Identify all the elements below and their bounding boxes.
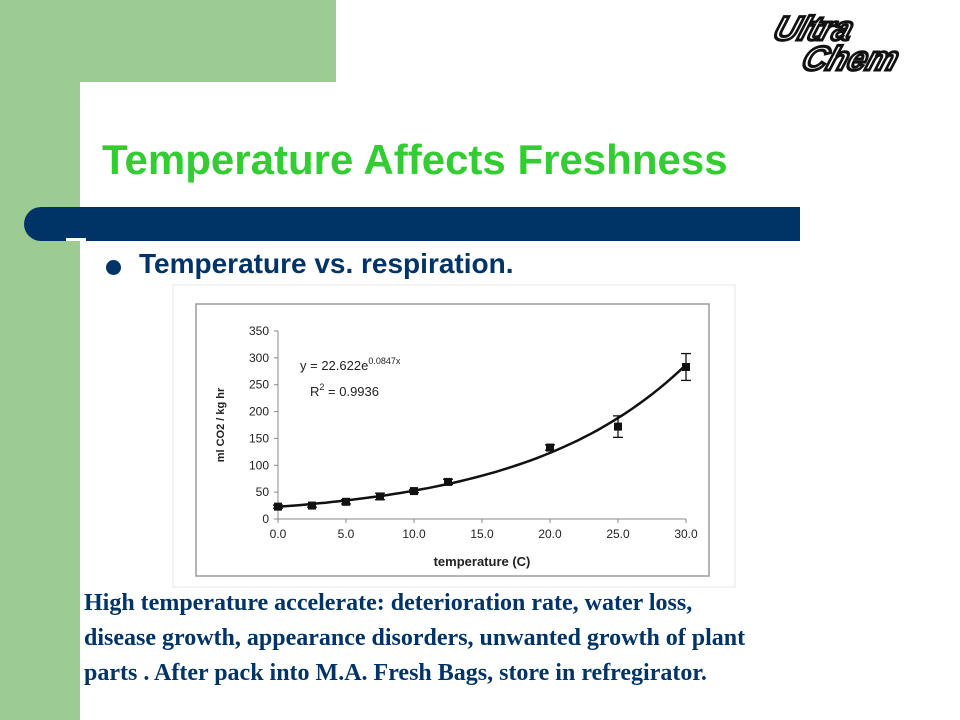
sidebar-band xyxy=(0,0,80,720)
x-tick-label: 0.0 xyxy=(270,527,287,541)
y-ticks: 0 50 100 150 200 250 300 350 xyxy=(249,324,278,526)
rule-notch xyxy=(66,238,86,241)
y-tick-label: 100 xyxy=(249,458,269,472)
x-tick-label: 15.0 xyxy=(470,527,494,541)
data-point xyxy=(444,477,452,486)
data-points xyxy=(274,362,690,511)
y-tick-label: 150 xyxy=(249,431,269,445)
x-ticks: 0.0 5.0 10.0 15.0 20.0 25.0 30.0 xyxy=(270,519,698,541)
y-tick-label: 250 xyxy=(249,378,269,392)
x-tick-label: 20.0 xyxy=(538,527,562,541)
data-point xyxy=(410,487,418,496)
caption-line-3: parts . After pack into M.A. Fresh Bags,… xyxy=(84,660,707,686)
y-tick-label: 0 xyxy=(262,512,269,526)
logo-line2: Chem xyxy=(797,40,904,74)
y-tick-label: 350 xyxy=(249,324,269,338)
title-rule xyxy=(24,207,800,241)
slide-title: Temperature Affects Freshness xyxy=(102,136,728,183)
equation-label: y = 22.622e0.0847x xyxy=(300,356,401,373)
data-point xyxy=(376,492,384,501)
r-squared-label: R2 = 0.9936 xyxy=(310,382,379,399)
data-point xyxy=(308,501,316,510)
data-point xyxy=(614,422,622,431)
x-tick-label: 30.0 xyxy=(674,527,698,541)
x-tick-label: 25.0 xyxy=(606,527,630,541)
plot-frame xyxy=(195,303,710,577)
top-band xyxy=(0,0,336,82)
bullet-text: Temperature vs. respiration. xyxy=(139,248,514,279)
chart-svg: 0 50 100 150 200 250 300 350 0.0 5.0 10.0 15.0 20.0… xyxy=(172,284,736,588)
data-point xyxy=(546,443,554,452)
x-axis-label: temperature (C) xyxy=(434,554,531,569)
data-point xyxy=(682,362,690,371)
content-corner xyxy=(80,82,200,202)
data-point xyxy=(342,497,350,506)
bullet-icon xyxy=(106,260,121,275)
x-tick-label: 5.0 xyxy=(338,527,355,541)
caption-line-1: High temperature accelerate: deteriorati… xyxy=(84,590,693,616)
respiration-chart: 0 50 100 150 200 250 300 350 0.0 5.0 10.0 15.0 20.0… xyxy=(172,284,736,588)
data-point xyxy=(274,502,282,511)
y-tick-label: 300 xyxy=(249,351,269,365)
y-tick-label: 200 xyxy=(249,405,269,419)
logo-line1: Ultra xyxy=(769,10,859,48)
y-tick-label: 50 xyxy=(256,485,270,499)
caption-line-2: disease growth, appearance disorders, un… xyxy=(84,625,746,651)
x-tick-label: 10.0 xyxy=(402,527,426,541)
caption: High temperature accelerate: deteriorati… xyxy=(84,586,956,691)
ultrachem-logo: Ultra Chem xyxy=(768,8,906,74)
y-axis-label: ml CO2 / kg hr xyxy=(215,387,227,462)
